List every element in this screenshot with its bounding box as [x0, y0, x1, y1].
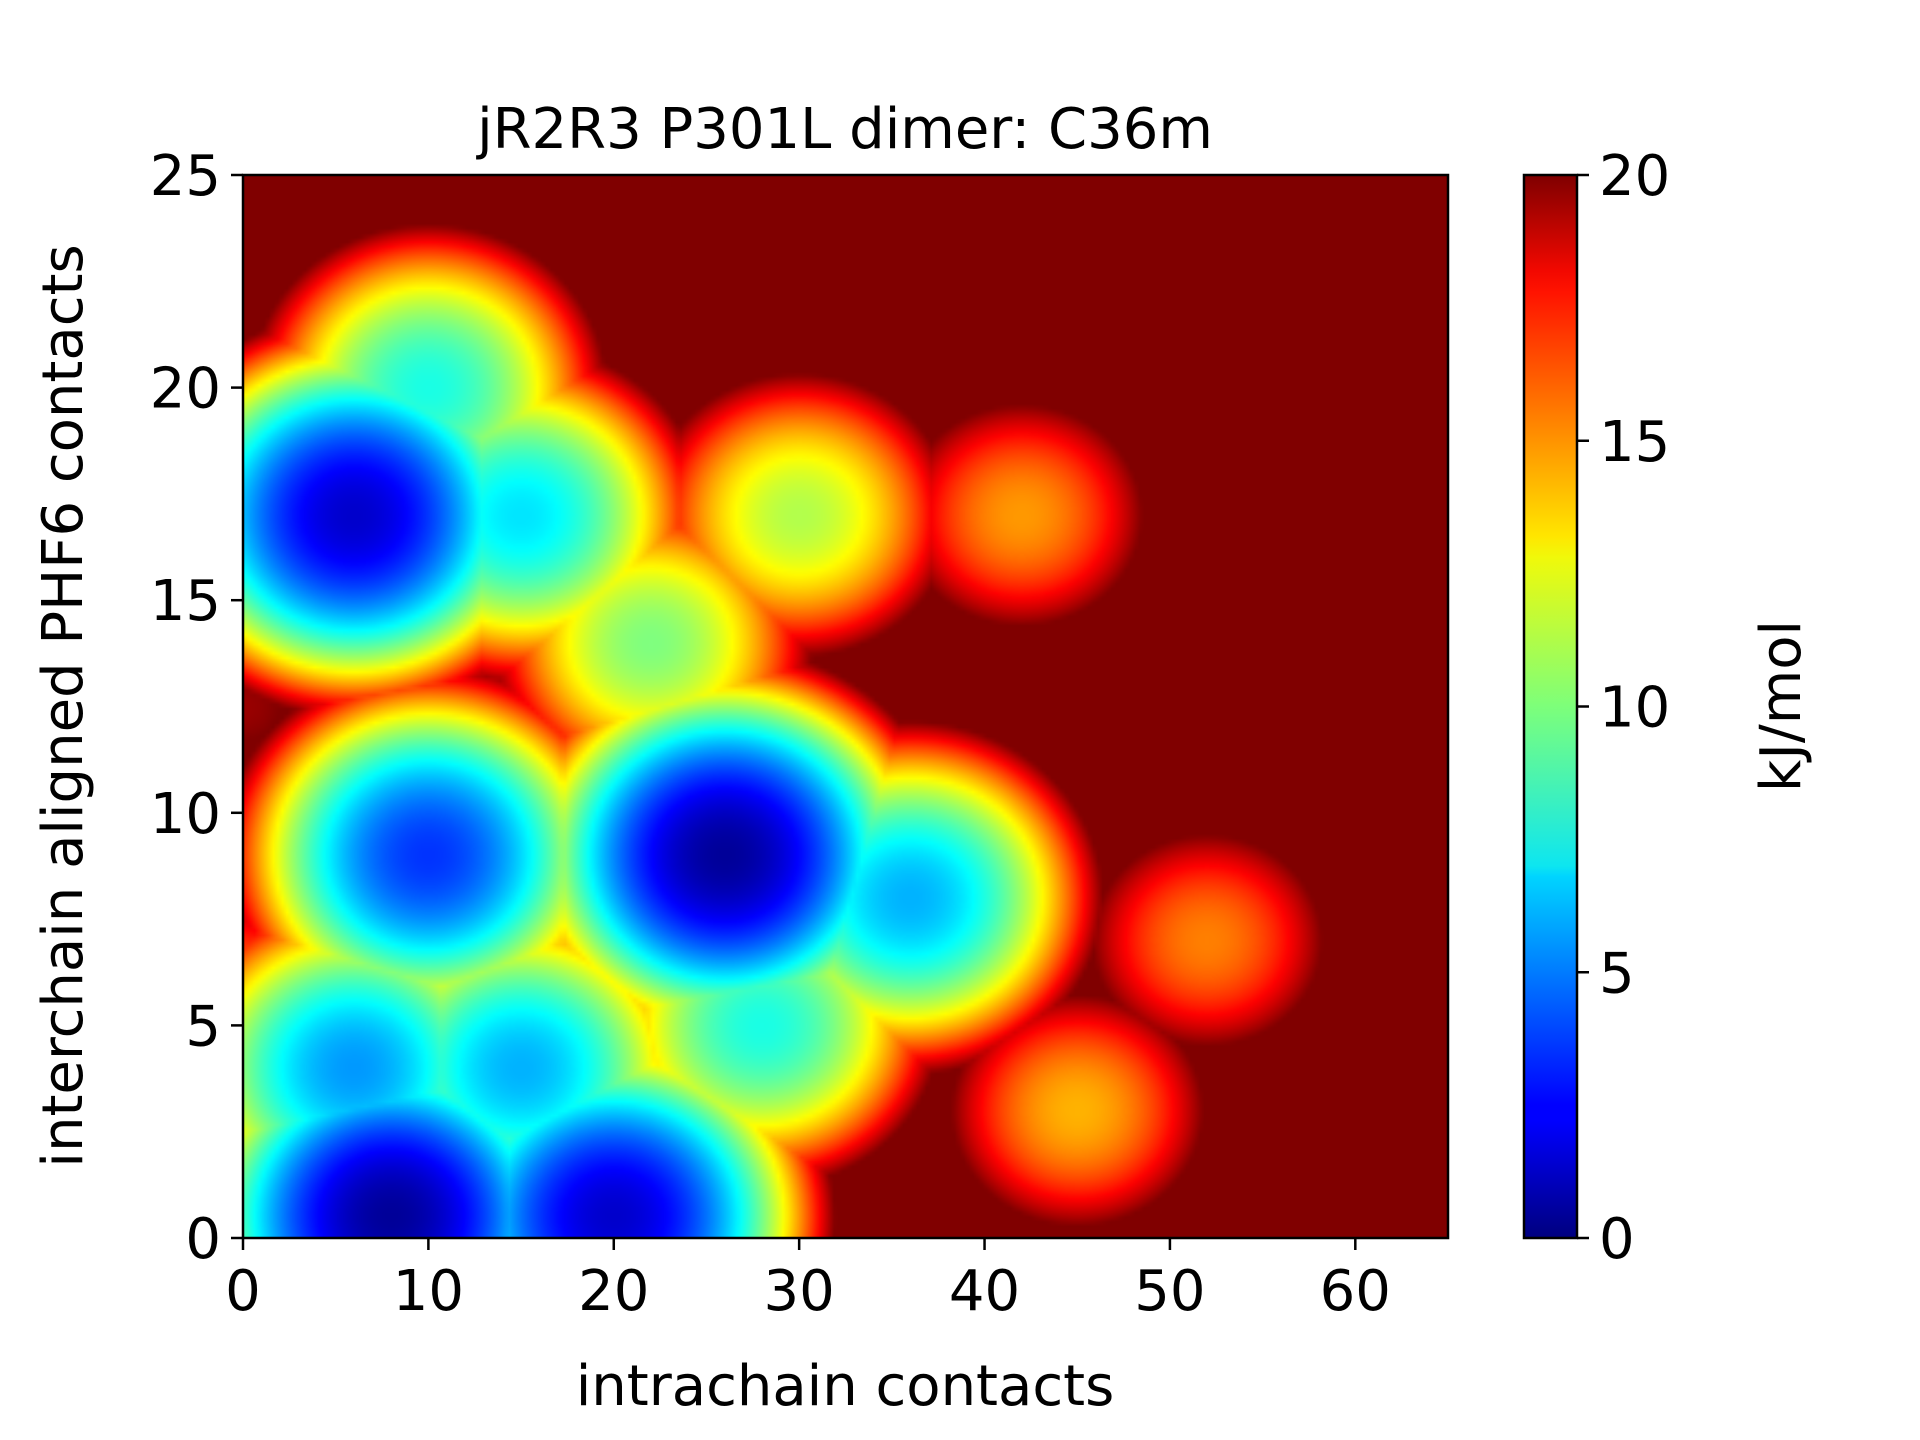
- x-tick-label: 60: [1320, 1259, 1391, 1324]
- colorbar-ticks: 0 5 10 15 20: [1577, 144, 1670, 1272]
- colorbar-tick-label: 15: [1599, 410, 1670, 475]
- x-tick-label: 40: [949, 1259, 1020, 1324]
- colorbar-tick-label: 0: [1599, 1207, 1635, 1272]
- y-tick-label: 25: [150, 144, 221, 209]
- y-tick-label: 15: [150, 569, 221, 634]
- y-tick-label: 10: [150, 782, 221, 847]
- colorbar-tick-label: 10: [1599, 676, 1670, 741]
- y-axis-label: interchain aligned PHF6 contacts: [31, 244, 96, 1167]
- y-axis-ticks: 0 5 10 15 20 25: [150, 144, 243, 1272]
- x-tick-label: 30: [764, 1259, 835, 1324]
- colorbar-gradient: [1524, 175, 1577, 1238]
- x-tick-label: 20: [578, 1259, 649, 1324]
- x-axis-label: intrachain contacts: [576, 1354, 1115, 1419]
- colorbar-tick-label: 5: [1599, 941, 1635, 1006]
- y-tick-label: 0: [185, 1207, 221, 1272]
- y-tick-label: 5: [185, 994, 221, 1059]
- x-tick-label: 50: [1134, 1259, 1205, 1324]
- chart-title: jR2R3 P301L dimer: C36m: [475, 97, 1213, 162]
- colorbar-label: kJ/mol: [1749, 620, 1814, 792]
- colorbar-tick-label: 20: [1599, 144, 1670, 209]
- plot-area: [241, 173, 1450, 1240]
- x-axis-ticks: 0 10 20 30 40 50 60: [225, 1238, 1391, 1324]
- free-energy-heatmap: [243, 175, 1448, 1238]
- plot-frame: [241, 173, 1450, 1240]
- colorbar: 0 5 10 15 20 kJ/mol: [1522, 144, 1814, 1272]
- x-tick-label: 0: [225, 1259, 261, 1324]
- x-tick-label: 10: [393, 1259, 464, 1324]
- y-tick-label: 20: [150, 357, 221, 422]
